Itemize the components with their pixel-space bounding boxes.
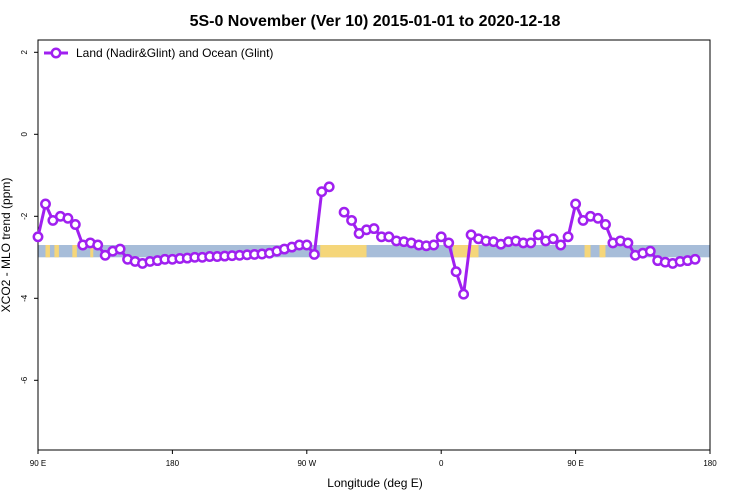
y-tick-label: -6 bbox=[20, 376, 29, 384]
data-point bbox=[555, 239, 567, 251]
legend-marker bbox=[50, 47, 62, 59]
land-segment bbox=[54, 245, 59, 258]
data-point bbox=[689, 253, 701, 265]
data-point bbox=[644, 245, 656, 257]
data-point bbox=[622, 237, 634, 249]
x-tick-label: 0 bbox=[439, 459, 444, 468]
x-axis-label: Longitude (deg E) bbox=[327, 476, 422, 490]
land-segment bbox=[90, 245, 94, 258]
y-tick-label: 0 bbox=[20, 132, 29, 137]
data-point bbox=[547, 233, 559, 245]
land-segment bbox=[453, 245, 479, 258]
x-tick-label: 180 bbox=[166, 459, 180, 468]
data-point bbox=[450, 266, 462, 278]
data-point bbox=[368, 223, 380, 235]
data-point bbox=[428, 239, 440, 251]
data-point bbox=[301, 239, 313, 251]
chart-title: 5S-0 November (Ver 10) 2015-01-01 to 202… bbox=[190, 13, 561, 30]
legend-label: Land (Nadir&Glint) and Ocean (Glint) bbox=[76, 46, 273, 60]
data-point bbox=[346, 214, 358, 226]
land-segment bbox=[72, 245, 77, 258]
x-tick-label: 90 W bbox=[297, 459, 316, 468]
x-tick-label: 90 E bbox=[567, 459, 583, 468]
data-point bbox=[308, 248, 320, 260]
data-point bbox=[69, 219, 81, 230]
axes: 90 E 180 90 W 0 90 E 180 2 0 -2 -4 -6 bbox=[20, 50, 717, 468]
data-point bbox=[40, 198, 51, 210]
legend: Land (Nadir&Glint) and Ocean (Glint) bbox=[44, 46, 273, 60]
y-tick-label: -2 bbox=[20, 212, 29, 220]
data-point bbox=[532, 229, 544, 241]
land-segment bbox=[320, 245, 367, 258]
series-layer bbox=[32, 181, 701, 300]
data-point bbox=[592, 212, 604, 224]
data-point bbox=[562, 231, 574, 243]
data-point bbox=[114, 243, 126, 255]
data-point bbox=[600, 219, 611, 230]
x-tick-label: 90 E bbox=[30, 459, 46, 468]
data-point bbox=[458, 288, 470, 300]
y-tick-label: -4 bbox=[20, 294, 29, 302]
data-point bbox=[316, 186, 328, 198]
plot-area-frame bbox=[37, 39, 711, 451]
data-point bbox=[62, 212, 74, 224]
data-point bbox=[338, 206, 350, 218]
data-point bbox=[525, 237, 537, 249]
data-point bbox=[92, 239, 104, 251]
land-segment bbox=[45, 245, 50, 258]
data-point bbox=[323, 181, 335, 193]
y-axis-label: XCO2 - MLO trend (ppm) bbox=[0, 178, 13, 313]
data-point bbox=[435, 231, 447, 243]
land-segment bbox=[599, 245, 606, 258]
x-tick-label: 180 bbox=[703, 459, 717, 468]
y-tick-label: 2 bbox=[20, 50, 29, 55]
land-segment bbox=[584, 245, 591, 258]
data-point bbox=[443, 237, 455, 249]
data-point bbox=[32, 231, 44, 243]
data-point bbox=[570, 198, 582, 210]
